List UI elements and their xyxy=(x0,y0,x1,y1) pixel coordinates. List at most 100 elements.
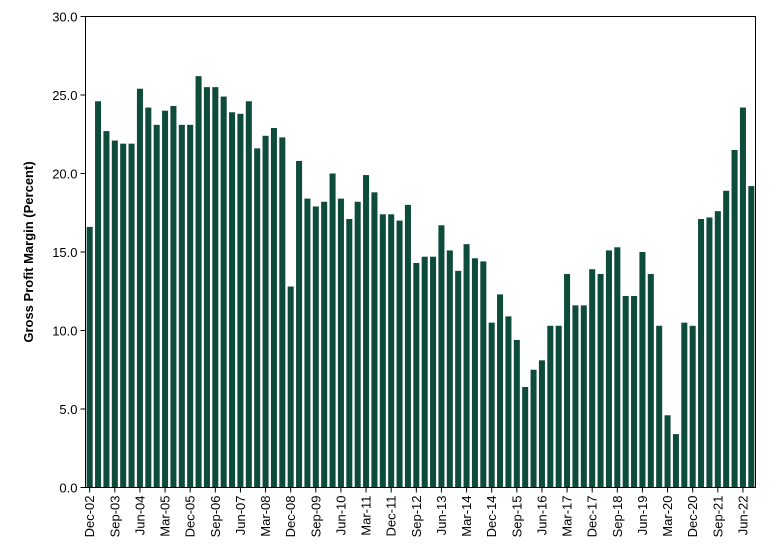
bar-jun-19 xyxy=(639,252,646,488)
bar-mar-07 xyxy=(229,112,236,488)
bar-jun-22 xyxy=(739,107,746,488)
bar-mar-18 xyxy=(597,273,604,488)
bar-mar-17 xyxy=(564,273,571,488)
x-tick-label: Mar-11 xyxy=(359,496,374,536)
x-tick-label: Dec-17 xyxy=(585,496,600,538)
bar-dec-08 xyxy=(287,286,294,488)
x-tick-label: Jun-10 xyxy=(333,496,348,536)
bar-mar-21 xyxy=(698,219,705,488)
bar-mar-11 xyxy=(363,175,370,488)
bar-sep-07 xyxy=(245,101,252,488)
bar-jun-21 xyxy=(706,217,713,488)
y-tick-label: 10.0 xyxy=(52,324,77,339)
bar-mar-14 xyxy=(463,244,470,488)
x-tick-label: Sep-18 xyxy=(610,496,625,538)
bar-mar-13 xyxy=(430,256,437,488)
bar-jun-12 xyxy=(404,204,411,488)
x-tick-label: Sep-03 xyxy=(107,496,122,538)
bar-jun-20 xyxy=(672,434,679,488)
x-tick-label: Jun-04 xyxy=(132,496,147,536)
bar-jun-18 xyxy=(605,250,612,488)
x-tick-label: Sep-15 xyxy=(509,496,524,538)
bar-sep-11 xyxy=(379,214,386,488)
bar-mar-12 xyxy=(396,220,403,488)
plot-frame xyxy=(85,16,756,488)
bar-dec-05 xyxy=(187,124,194,488)
y-tick-label: 30.0 xyxy=(52,10,77,25)
bar-mar-20 xyxy=(664,415,671,488)
x-tick-label: Sep-21 xyxy=(710,496,725,538)
y-tick-label: 0.0 xyxy=(59,481,77,496)
x-tick-label: Mar-20 xyxy=(660,496,675,537)
x-tick-label: Jun-19 xyxy=(635,496,650,536)
bar-mar-08 xyxy=(262,135,269,488)
x-tick-label: Dec-05 xyxy=(183,496,198,538)
x-tick-label: Dec-11 xyxy=(384,496,399,537)
bar-mar-19 xyxy=(631,295,638,488)
bar-sep-19 xyxy=(647,273,654,488)
bar-dec-21 xyxy=(723,190,730,488)
bar-sep-20 xyxy=(681,322,688,488)
y-tick-label: 20.0 xyxy=(52,167,77,182)
bar-sep-06 xyxy=(212,87,219,488)
bar-jun-10 xyxy=(337,198,344,488)
bar-dec-14 xyxy=(488,322,495,488)
x-tick-label: Jun-16 xyxy=(534,496,549,536)
y-tick-label: 25.0 xyxy=(52,88,77,103)
bar-sep-22 xyxy=(748,186,755,488)
bar-dec-02 xyxy=(86,226,93,488)
bar-dec-20 xyxy=(689,325,696,488)
bar-sep-09 xyxy=(312,206,319,488)
bar-dec-16 xyxy=(555,325,562,488)
bar-dec-07 xyxy=(254,148,261,488)
bar-dec-09 xyxy=(321,201,328,488)
bar-dec-04 xyxy=(153,124,160,488)
x-tick-label: Mar-08 xyxy=(258,496,273,537)
bar-sep-16 xyxy=(547,325,554,488)
bar-dec-12 xyxy=(421,256,428,488)
bar-sep-08 xyxy=(279,137,286,488)
bar-dec-03 xyxy=(120,143,127,488)
bar-mar-10 xyxy=(329,173,336,488)
bar-jun-11 xyxy=(371,192,378,488)
bar-sep-15 xyxy=(513,339,520,488)
x-tick-label: Sep-12 xyxy=(409,496,424,538)
bar-sep-03 xyxy=(111,140,118,488)
bar-dec-13 xyxy=(455,270,462,488)
bar-mar-05 xyxy=(162,110,169,488)
bar-dec-06 xyxy=(220,96,227,488)
x-tick-label: Dec-14 xyxy=(484,496,499,538)
x-tick-label: Dec-08 xyxy=(283,496,298,538)
bar-jun-16 xyxy=(538,360,545,488)
bar-jun-13 xyxy=(438,225,445,488)
bar-sep-04 xyxy=(145,107,152,488)
bar-dec-19 xyxy=(656,325,663,488)
x-tick-label: Jun-07 xyxy=(233,496,248,536)
x-tick-label: Mar-14 xyxy=(459,496,474,537)
bar-jun-04 xyxy=(136,88,143,488)
y-tick-label: 15.0 xyxy=(52,245,77,260)
bar-jun-15 xyxy=(505,316,512,488)
bar-jun-17 xyxy=(572,305,579,488)
bar-dec-18 xyxy=(622,295,629,488)
bar-jun-05 xyxy=(170,105,177,488)
x-tick-label: Sep-09 xyxy=(308,496,323,538)
bar-mar-09 xyxy=(296,160,303,488)
bar-dec-17 xyxy=(589,269,596,488)
x-tick-label: Jun-13 xyxy=(434,496,449,536)
bar-sep-14 xyxy=(480,261,487,488)
bar-mar-15 xyxy=(497,294,504,488)
x-tick-label: Jun-22 xyxy=(735,496,750,536)
bar-mar-06 xyxy=(195,76,202,488)
x-tick-label: Dec-02 xyxy=(82,496,97,538)
bar-jun-08 xyxy=(270,127,277,488)
bar-jun-07 xyxy=(237,113,244,488)
bar-jun-03 xyxy=(103,131,110,488)
x-tick-label: Mar-17 xyxy=(560,496,575,537)
bar-sep-05 xyxy=(178,124,185,488)
bar-mar-22 xyxy=(731,149,738,488)
bar-sep-12 xyxy=(413,262,420,488)
y-axis-title: Gross Profit Margin (Percent) xyxy=(21,161,36,342)
bar-sep-13 xyxy=(446,250,453,488)
bar-sep-17 xyxy=(580,305,587,488)
